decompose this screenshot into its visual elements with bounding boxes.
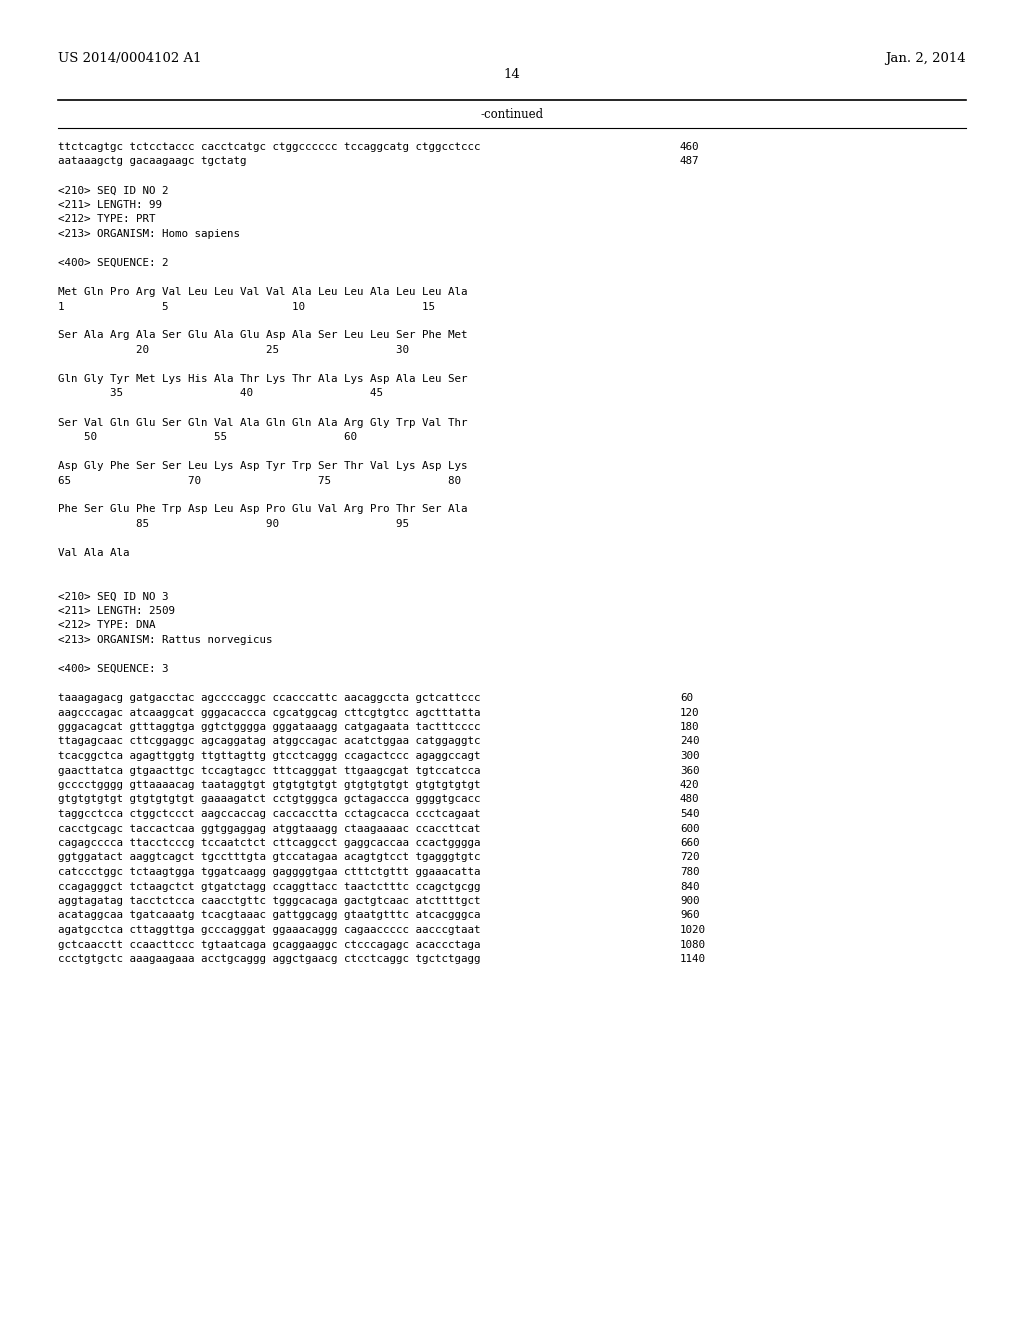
Text: <210> SEQ ID NO 3: <210> SEQ ID NO 3 xyxy=(58,591,169,602)
Text: gaacttatca gtgaacttgc tccagtagcc tttcagggat ttgaagcgat tgtccatcca: gaacttatca gtgaacttgc tccagtagcc tttcagg… xyxy=(58,766,480,776)
Text: 487: 487 xyxy=(680,157,699,166)
Text: <400> SEQUENCE: 2: <400> SEQUENCE: 2 xyxy=(58,257,169,268)
Text: ccctgtgctc aaagaagaaa acctgcaggg aggctgaacg ctcctcaggc tgctctgagg: ccctgtgctc aaagaagaaa acctgcaggg aggctga… xyxy=(58,954,480,964)
Text: Jan. 2, 2014: Jan. 2, 2014 xyxy=(886,51,966,65)
Text: 1020: 1020 xyxy=(680,925,706,935)
Text: 540: 540 xyxy=(680,809,699,818)
Text: Val Ala Ala: Val Ala Ala xyxy=(58,548,129,558)
Text: Gln Gly Tyr Met Lys His Ala Thr Lys Thr Ala Lys Asp Ala Leu Ser: Gln Gly Tyr Met Lys His Ala Thr Lys Thr … xyxy=(58,374,468,384)
Text: 50                  55                  60: 50 55 60 xyxy=(58,432,357,442)
Text: gcccctgggg gttaaaacag taataggtgt gtgtgtgtgt gtgtgtgtgt gtgtgtgtgt: gcccctgggg gttaaaacag taataggtgt gtgtgtg… xyxy=(58,780,480,789)
Text: ttagagcaac cttcggaggc agcaggatag atggccagac acatctggaa catggaggtc: ttagagcaac cttcggaggc agcaggatag atggcca… xyxy=(58,737,480,747)
Text: taggcctcca ctggctccct aagccaccag caccacctta cctagcacca ccctcagaat: taggcctcca ctggctccct aagccaccag caccacc… xyxy=(58,809,480,818)
Text: cacctgcagc taccactcaa ggtggaggag atggtaaagg ctaagaaaac ccaccttcat: cacctgcagc taccactcaa ggtggaggag atggtaa… xyxy=(58,824,480,833)
Text: ggtggatact aaggtcagct tgcctttgta gtccatagaa acagtgtcct tgagggtgtc: ggtggatact aaggtcagct tgcctttgta gtccata… xyxy=(58,853,480,862)
Text: -continued: -continued xyxy=(480,108,544,121)
Text: <213> ORGANISM: Homo sapiens: <213> ORGANISM: Homo sapiens xyxy=(58,228,240,239)
Text: 65                  70                  75                  80: 65 70 75 80 xyxy=(58,475,461,486)
Text: tcacggctca agagttggtg ttgttagttg gtcctcaggg ccagactccc agaggccagt: tcacggctca agagttggtg ttgttagttg gtcctca… xyxy=(58,751,480,762)
Text: 780: 780 xyxy=(680,867,699,876)
Text: <400> SEQUENCE: 3: <400> SEQUENCE: 3 xyxy=(58,664,169,675)
Text: 900: 900 xyxy=(680,896,699,906)
Text: acataggcaa tgatcaaatg tcacgtaaac gattggcagg gtaatgtttc atcacgggca: acataggcaa tgatcaaatg tcacgtaaac gattggc… xyxy=(58,911,480,920)
Text: 660: 660 xyxy=(680,838,699,847)
Text: Asp Gly Phe Ser Ser Leu Lys Asp Tyr Trp Ser Thr Val Lys Asp Lys: Asp Gly Phe Ser Ser Leu Lys Asp Tyr Trp … xyxy=(58,461,468,471)
Text: gctcaacctt ccaacttccc tgtaatcaga gcaggaaggc ctcccagagc acaccctaga: gctcaacctt ccaacttccc tgtaatcaga gcaggaa… xyxy=(58,940,480,949)
Text: gtgtgtgtgt gtgtgtgtgt gaaaagatct cctgtgggca gctagaccca ggggtgcacc: gtgtgtgtgt gtgtgtgtgt gaaaagatct cctgtgg… xyxy=(58,795,480,804)
Text: ccagagggct tctaagctct gtgatctagg ccaggttacc taactctttc ccagctgcgg: ccagagggct tctaagctct gtgatctagg ccaggtt… xyxy=(58,882,480,891)
Text: 60: 60 xyxy=(680,693,693,704)
Text: <211> LENGTH: 2509: <211> LENGTH: 2509 xyxy=(58,606,175,616)
Text: 460: 460 xyxy=(680,143,699,152)
Text: Ser Ala Arg Ala Ser Glu Ala Glu Asp Ala Ser Leu Leu Ser Phe Met: Ser Ala Arg Ala Ser Glu Ala Glu Asp Ala … xyxy=(58,330,468,341)
Text: catccctggc tctaagtgga tggatcaagg gaggggtgaa ctttctgttt ggaaacatta: catccctggc tctaagtgga tggatcaagg gaggggt… xyxy=(58,867,480,876)
Text: 20                  25                  30: 20 25 30 xyxy=(58,345,409,355)
Text: Ser Val Gln Glu Ser Gln Val Ala Gln Gln Ala Arg Gly Trp Val Thr: Ser Val Gln Glu Ser Gln Val Ala Gln Gln … xyxy=(58,417,468,428)
Text: 180: 180 xyxy=(680,722,699,733)
Text: <212> TYPE: DNA: <212> TYPE: DNA xyxy=(58,620,156,631)
Text: 840: 840 xyxy=(680,882,699,891)
Text: aataaagctg gacaagaagc tgctatg: aataaagctg gacaagaagc tgctatg xyxy=(58,157,247,166)
Text: 360: 360 xyxy=(680,766,699,776)
Text: <210> SEQ ID NO 2: <210> SEQ ID NO 2 xyxy=(58,186,169,195)
Text: 480: 480 xyxy=(680,795,699,804)
Text: 600: 600 xyxy=(680,824,699,833)
Text: ttctcagtgc tctcctaccc cacctcatgc ctggcccccc tccaggcatg ctggcctccc: ttctcagtgc tctcctaccc cacctcatgc ctggccc… xyxy=(58,143,480,152)
Text: 1080: 1080 xyxy=(680,940,706,949)
Text: aagcccagac atcaaggcat gggacaccca cgcatggcag cttcgtgtcc agctttatta: aagcccagac atcaaggcat gggacaccca cgcatgg… xyxy=(58,708,480,718)
Text: gggacagcat gtttaggtga ggtctgggga gggataaagg catgagaata tactttcccc: gggacagcat gtttaggtga ggtctgggga gggataa… xyxy=(58,722,480,733)
Text: 14: 14 xyxy=(504,69,520,81)
Text: <212> TYPE: PRT: <212> TYPE: PRT xyxy=(58,214,156,224)
Text: taaagagacg gatgacctac agccccaggc ccacccattc aacaggccta gctcattccc: taaagagacg gatgacctac agccccaggc ccaccca… xyxy=(58,693,480,704)
Text: Met Gln Pro Arg Val Leu Leu Val Val Ala Leu Leu Ala Leu Leu Ala: Met Gln Pro Arg Val Leu Leu Val Val Ala … xyxy=(58,286,468,297)
Text: US 2014/0004102 A1: US 2014/0004102 A1 xyxy=(58,51,202,65)
Text: 1               5                   10                  15: 1 5 10 15 xyxy=(58,301,435,312)
Text: 120: 120 xyxy=(680,708,699,718)
Text: Phe Ser Glu Phe Trp Asp Leu Asp Pro Glu Val Arg Pro Thr Ser Ala: Phe Ser Glu Phe Trp Asp Leu Asp Pro Glu … xyxy=(58,504,468,515)
Text: cagagcccca ttacctcccg tccaatctct cttcaggcct gaggcaccaa ccactgggga: cagagcccca ttacctcccg tccaatctct cttcagg… xyxy=(58,838,480,847)
Text: 420: 420 xyxy=(680,780,699,789)
Text: 300: 300 xyxy=(680,751,699,762)
Text: 85                  90                  95: 85 90 95 xyxy=(58,519,409,529)
Text: 240: 240 xyxy=(680,737,699,747)
Text: <213> ORGANISM: Rattus norvegicus: <213> ORGANISM: Rattus norvegicus xyxy=(58,635,272,645)
Text: 1140: 1140 xyxy=(680,954,706,964)
Text: 720: 720 xyxy=(680,853,699,862)
Text: 35                  40                  45: 35 40 45 xyxy=(58,388,383,399)
Text: aggtagatag tacctctcca caacctgttc tgggcacaga gactgtcaac atcttttgct: aggtagatag tacctctcca caacctgttc tgggcac… xyxy=(58,896,480,906)
Text: <211> LENGTH: 99: <211> LENGTH: 99 xyxy=(58,201,162,210)
Text: 960: 960 xyxy=(680,911,699,920)
Text: agatgcctca cttaggttga gcccagggat ggaaacaggg cagaaccccc aacccgtaat: agatgcctca cttaggttga gcccagggat ggaaaca… xyxy=(58,925,480,935)
